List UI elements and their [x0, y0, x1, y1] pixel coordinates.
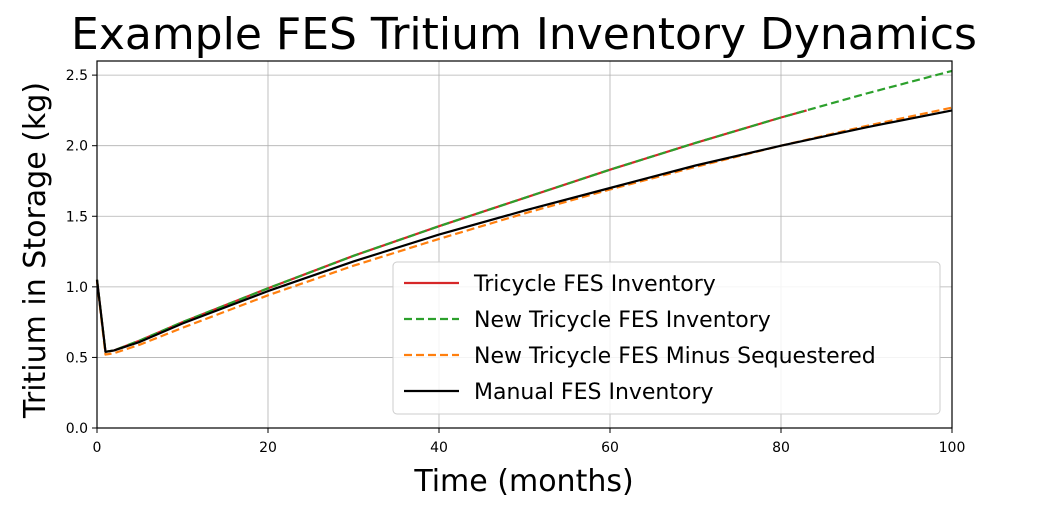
y-tick-label: 0.5 [66, 350, 88, 366]
legend-label: New Tricycle FES Minus Sequestered [474, 344, 876, 369]
axis-ticks: 0 20 40 60 80 100 0.0 0.5 1.0 1.5 2.0 2.5 [66, 68, 966, 456]
y-tick-label: 2.0 [66, 139, 88, 155]
chart-title: Example FES Tritium Inventory Dynamics [71, 9, 977, 60]
legend: Tricycle FES Inventory New Tricycle FES I… [392, 261, 941, 415]
y-tick-label: 1.0 [66, 280, 88, 296]
x-tick-label: 40 [430, 440, 448, 456]
y-tick-label: 2.5 [66, 68, 88, 84]
plot-lines [95, 69, 953, 356]
legend-box [392, 261, 941, 415]
series-line-manual-fes-inventory [95, 109, 953, 353]
legend-label: Manual FES Inventory [474, 380, 714, 405]
x-tick-label: 80 [772, 440, 790, 456]
x-tick-label: 20 [259, 440, 277, 456]
x-tick-label: 60 [601, 440, 619, 456]
legend-label: Tricycle FES Inventory [473, 272, 716, 297]
y-tick-label: 0.0 [66, 421, 88, 437]
x-tick-label: 0 [93, 440, 102, 456]
series-line-new-tricycle-fes-minus-sequestered [95, 106, 953, 356]
x-axis-title: Time (months) [413, 464, 633, 499]
legend-label: New Tricycle FES Inventory [474, 308, 771, 333]
x-tick-label: 100 [939, 440, 966, 456]
y-axis-title: Tritium in Storage (kg) [18, 82, 53, 419]
y-tick-label: 1.5 [66, 209, 88, 225]
plot-frame [96, 60, 953, 429]
